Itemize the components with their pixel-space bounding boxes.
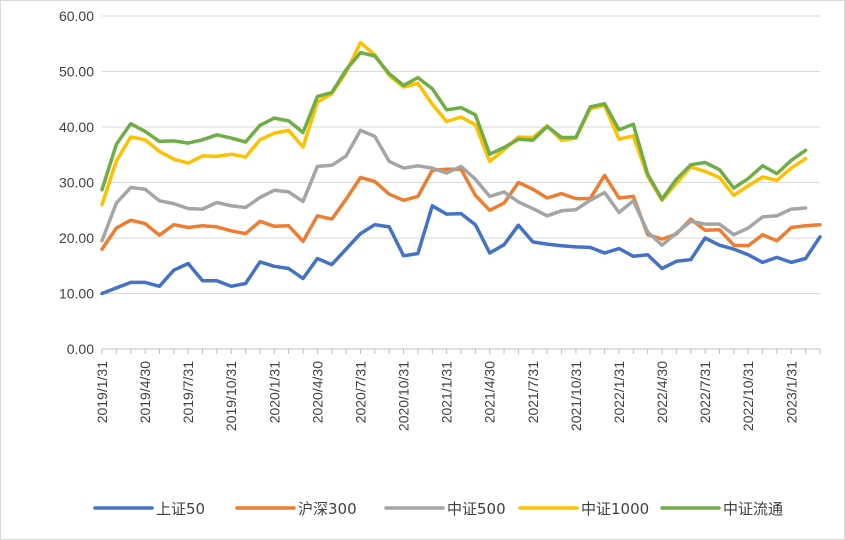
x-tick-label: 2019/7/31	[180, 361, 196, 423]
x-tick-label: 2022/7/31	[697, 361, 713, 423]
x-tick-label: 2019/10/31	[223, 361, 239, 431]
x-tick-label: 2019/4/30	[137, 361, 153, 423]
y-tick-label: 40.00	[59, 119, 94, 135]
x-tick-label: 2021/4/30	[482, 361, 498, 423]
x-tick-label: 2020/1/31	[266, 361, 282, 423]
legend-label: 上证50	[156, 500, 205, 518]
y-tick-label: 30.00	[59, 175, 94, 191]
series-line-5	[100, 50, 808, 201]
x-tick-label: 2019/1/31	[94, 361, 110, 423]
y-tick-label: 0.00	[67, 341, 94, 357]
series-line-1	[100, 204, 822, 296]
series-lines	[100, 40, 822, 296]
y-tick-label: 10.00	[59, 286, 94, 302]
x-tick-label: 2020/7/31	[352, 361, 368, 423]
legend-label: 沪深300	[298, 500, 357, 518]
series-line-3	[100, 128, 808, 247]
legend-label: 中证500	[447, 500, 506, 518]
x-tick-label: 2022/10/31	[740, 361, 756, 431]
y-tick-label: 20.00	[59, 230, 94, 246]
x-tick-label: 2020/4/30	[309, 361, 325, 423]
x-tick-label: 2023/1/31	[783, 361, 799, 423]
x-tick-label: 2020/10/31	[396, 361, 412, 431]
legend: 上证50 沪深300 中证500 中证1000 中证流通	[93, 500, 783, 518]
series-line-2	[100, 167, 822, 251]
gridlines	[102, 15, 820, 294]
y-tick-label: 60.00	[59, 8, 94, 24]
legend-label: 中证流通	[723, 500, 783, 518]
x-tick-label: 2021/1/31	[439, 361, 455, 423]
axes: 0.00 10.00 20.00 30.00 40.00 50.00 60.00 2019/1…	[59, 8, 821, 431]
x-tick-label: 2022/4/30	[654, 361, 670, 423]
x-tick-label: 2022/1/31	[611, 361, 627, 423]
series-line-4	[100, 40, 808, 207]
legend-label: 中证1000	[581, 500, 649, 518]
x-tick-label: 2021/7/31	[525, 361, 541, 423]
y-tick-label: 50.00	[59, 64, 94, 80]
x-tick-label: 2021/10/31	[568, 361, 584, 431]
